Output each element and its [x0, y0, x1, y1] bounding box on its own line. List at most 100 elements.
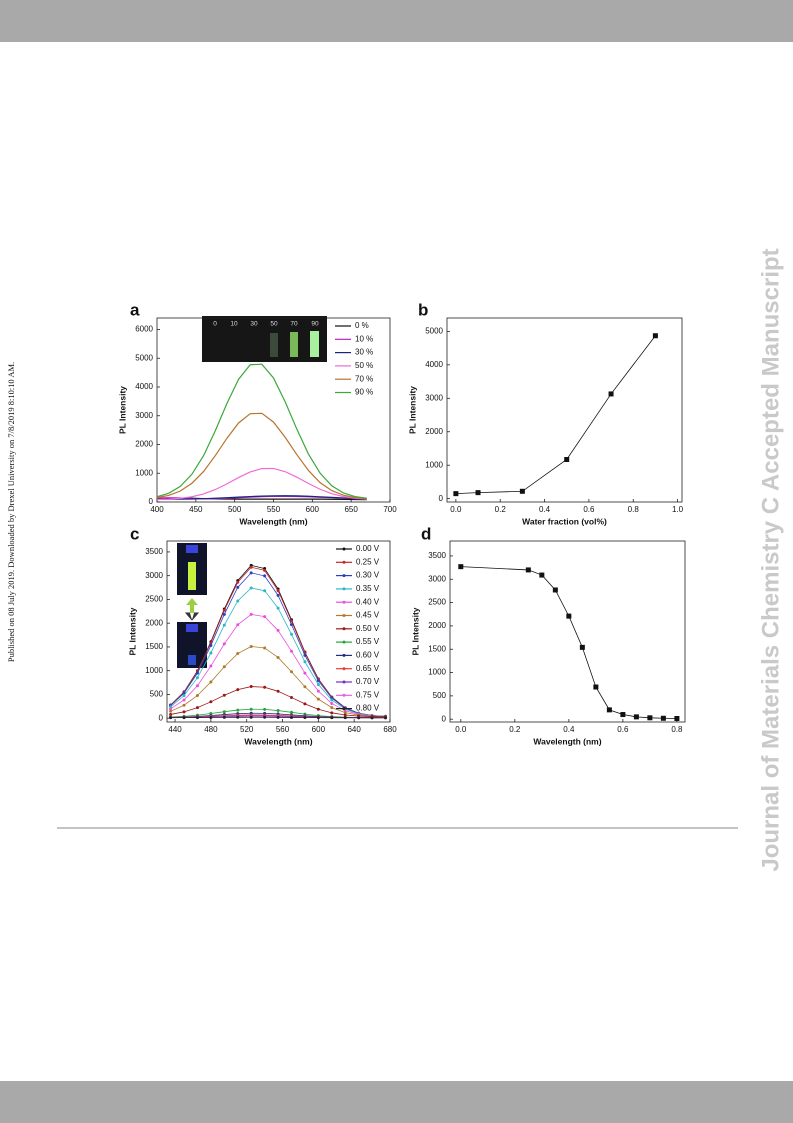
- y-tick-label: 1500: [145, 642, 163, 651]
- inset-label: 70: [290, 321, 298, 328]
- y-tick-label: 5000: [425, 326, 443, 335]
- y-tick-label: 3000: [428, 574, 446, 583]
- data-point: [276, 628, 280, 632]
- x-tick-label: 560: [276, 725, 290, 734]
- x-tick-label: 0.2: [495, 505, 507, 514]
- plot-frame: [166, 540, 391, 723]
- data-point: [182, 698, 186, 702]
- x-tick-label: 440: [168, 725, 182, 734]
- data-point: [343, 716, 347, 720]
- data-point: [263, 646, 267, 650]
- data-point: [652, 333, 658, 339]
- data-point: [249, 571, 253, 575]
- x-tick-label: 0.8: [671, 725, 683, 734]
- y-tick-label: 2000: [425, 427, 443, 436]
- data-point: [263, 568, 267, 572]
- x-axis-label: Water fraction (vol%): [522, 516, 607, 526]
- data-point: [289, 623, 293, 627]
- data-point: [539, 572, 545, 578]
- data-point: [289, 715, 293, 719]
- inset-label: 90: [311, 321, 319, 328]
- data-point: [343, 713, 347, 717]
- data-point: [453, 491, 459, 497]
- data-point: [303, 671, 307, 675]
- data-point: [316, 689, 320, 693]
- data-point: [209, 664, 213, 668]
- y-tick-label: 3500: [145, 547, 163, 556]
- x-tick-label: 1.0: [672, 505, 684, 514]
- data-point: [222, 710, 226, 714]
- inset-label: 30: [250, 321, 258, 328]
- data-point: [384, 716, 388, 720]
- y-tick-label: 2000: [428, 621, 446, 630]
- data-point: [182, 716, 186, 720]
- data-point: [608, 391, 614, 397]
- x-axis-label: Wavelength (nm): [244, 736, 312, 746]
- data-point: [236, 715, 240, 719]
- data-point: [249, 586, 253, 590]
- data-point: [169, 707, 173, 711]
- data-point: [209, 700, 213, 704]
- panel-label: c: [130, 524, 139, 543]
- legend-marker: [342, 640, 346, 644]
- x-tick-label: 0.4: [563, 725, 575, 734]
- x-tick-label: 680: [383, 725, 397, 734]
- data-point: [236, 652, 240, 656]
- data-point: [289, 632, 293, 636]
- data-point: [276, 715, 280, 719]
- y-axis-label: PL Intensity: [407, 386, 417, 434]
- data-point: [330, 701, 334, 705]
- legend-label: 70 %: [355, 374, 373, 383]
- plot-frame: [446, 317, 683, 503]
- data-point: [169, 716, 173, 720]
- data-point: [330, 706, 334, 710]
- data-point: [276, 709, 280, 713]
- legend-label: 90 %: [355, 388, 373, 397]
- x-tick-label: 650: [344, 505, 358, 514]
- x-tick-label: 0.0: [450, 505, 462, 514]
- y-tick-label: 4000: [425, 360, 443, 369]
- y-tick-label: 0: [442, 714, 447, 723]
- data-point: [195, 706, 199, 710]
- x-tick-label: 0.8: [628, 505, 640, 514]
- x-tick-label: 0.2: [509, 725, 521, 734]
- y-tick-label: 1000: [425, 460, 443, 469]
- data-point: [249, 644, 253, 648]
- data-point: [552, 587, 558, 593]
- data-point: [182, 703, 186, 707]
- data-point: [222, 715, 226, 719]
- data-point: [289, 619, 293, 623]
- legend-marker: [342, 587, 346, 591]
- x-tick-label: 600: [306, 505, 320, 514]
- legend-marker: [342, 707, 346, 711]
- data-point: [330, 711, 334, 715]
- y-tick-label: 6000: [135, 325, 153, 334]
- panel-label: b: [418, 300, 428, 319]
- data-point: [316, 707, 320, 711]
- data-point: [316, 682, 320, 686]
- data-point: [249, 685, 253, 689]
- y-tick-label: 5000: [135, 353, 153, 362]
- data-point: [276, 689, 280, 693]
- x-tick-label: 0.4: [539, 505, 551, 514]
- legend-label: 10 %: [355, 334, 373, 343]
- data-point: [195, 671, 199, 675]
- y-tick-label: 3000: [425, 393, 443, 402]
- data-point: [303, 685, 307, 689]
- legend-label: 0.55 V: [356, 637, 380, 646]
- data-point: [303, 660, 307, 664]
- journal-watermark: Journal of Materials Chemistry C Accepte…: [757, 248, 784, 871]
- data-point: [236, 708, 240, 712]
- legend-marker: [342, 693, 346, 697]
- legend-label: 0.60 V: [356, 651, 380, 660]
- panel-label: d: [421, 524, 431, 543]
- data-point: [276, 655, 280, 659]
- data-point: [303, 653, 307, 657]
- data-point: [209, 715, 213, 719]
- data-point: [579, 644, 585, 650]
- series-line: [455, 335, 656, 495]
- y-tick-label: 1500: [428, 644, 446, 653]
- download-note: Published on 08 July 2019. Downloaded by…: [6, 362, 16, 662]
- data-point: [249, 715, 253, 719]
